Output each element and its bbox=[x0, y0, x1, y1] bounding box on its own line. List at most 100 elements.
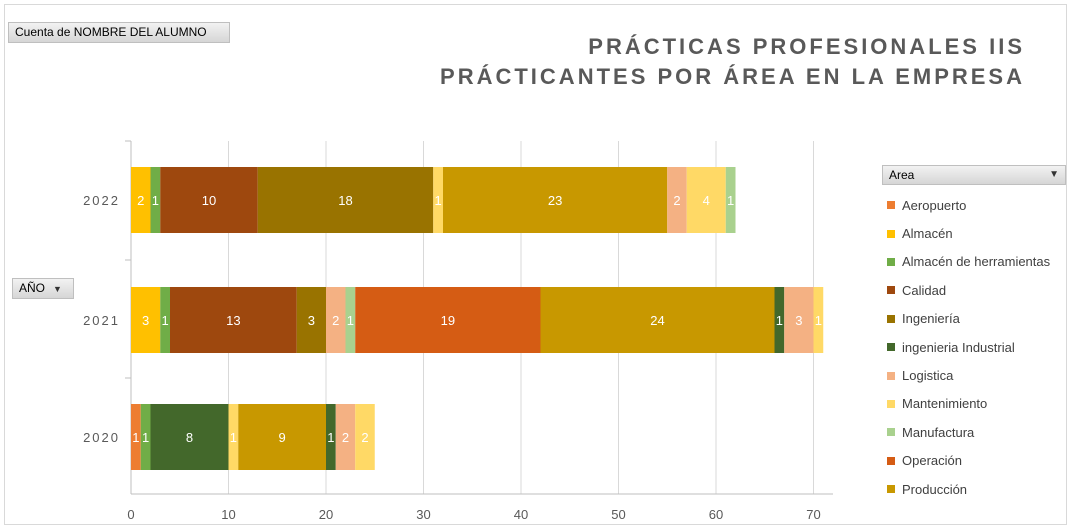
data-label: 1 bbox=[162, 313, 169, 328]
bar-segment bbox=[160, 287, 170, 353]
row-field-label: AÑO bbox=[19, 281, 46, 295]
bar-segment bbox=[140, 404, 151, 470]
bar-segment bbox=[335, 404, 356, 470]
bar-segment bbox=[326, 404, 336, 470]
legend-swatch bbox=[887, 201, 895, 210]
legend-label: Almacén de herramientas bbox=[902, 254, 1051, 270]
x-tick-label: 40 bbox=[514, 507, 528, 522]
bar-segment bbox=[131, 287, 161, 353]
legend-item: ingenieria Industrial bbox=[882, 333, 1066, 361]
data-label: 23 bbox=[548, 193, 562, 208]
legend-swatch bbox=[887, 428, 895, 437]
data-label: 1 bbox=[327, 430, 334, 445]
bar-segment bbox=[160, 167, 258, 233]
legend-item: Manufactura bbox=[882, 418, 1066, 446]
bar-segment bbox=[355, 404, 375, 470]
x-tick-label: 30 bbox=[416, 507, 430, 522]
legend-label: Aeropuerto bbox=[902, 197, 967, 213]
data-label: 19 bbox=[441, 313, 455, 328]
chevron-down-icon: ▼ bbox=[53, 284, 62, 294]
data-label: 1 bbox=[132, 430, 139, 445]
bar-segment bbox=[131, 167, 151, 233]
data-label: 1 bbox=[230, 430, 237, 445]
data-label: 2 bbox=[361, 430, 368, 445]
data-label: 1 bbox=[727, 193, 734, 208]
bar-segment bbox=[150, 167, 161, 233]
legend-label: Calidad bbox=[902, 282, 947, 298]
data-label: 2 bbox=[342, 430, 349, 445]
legend-label: Producción bbox=[902, 481, 968, 497]
bar-segment bbox=[443, 167, 668, 233]
x-tick-label: 10 bbox=[221, 507, 235, 522]
y-tick-label: 2020 bbox=[83, 430, 120, 445]
legend-list: Aeropuerto Almacén Almacén de herramientas… bbox=[882, 191, 1066, 503]
legend-filter-button[interactable]: Area ▼ bbox=[882, 165, 1066, 185]
legend-item: Operación bbox=[882, 447, 1066, 475]
legend-item: Almacén bbox=[882, 219, 1066, 247]
legend-swatch bbox=[887, 456, 895, 465]
data-label: 3 bbox=[795, 313, 802, 328]
data-label: 1 bbox=[776, 313, 783, 328]
bar-segment bbox=[433, 167, 443, 233]
data-label: 1 bbox=[152, 193, 159, 208]
data-label: 4 bbox=[703, 193, 710, 208]
bar-segment bbox=[238, 404, 326, 470]
y-tick-label: 2021 bbox=[83, 313, 120, 328]
data-label: 13 bbox=[226, 313, 240, 328]
bar-segment bbox=[131, 404, 141, 470]
bar-segment bbox=[667, 167, 687, 233]
value-field-button[interactable]: Cuenta de NOMBRE DEL ALUMNO bbox=[8, 22, 230, 43]
bar-segment bbox=[150, 404, 229, 470]
x-tick-label: 50 bbox=[611, 507, 625, 522]
legend-label: Logistica bbox=[902, 368, 954, 384]
legend-swatch bbox=[887, 399, 895, 408]
legend-label: Manufactura bbox=[902, 424, 975, 440]
x-tick-label: 20 bbox=[319, 507, 333, 522]
legend-label: Mantenimiento bbox=[902, 396, 988, 412]
legend-label: Almacén bbox=[902, 226, 953, 242]
chart-area bbox=[4, 4, 1067, 525]
bar-segment bbox=[540, 287, 775, 353]
data-label: 1 bbox=[347, 313, 354, 328]
legend-item: Calidad bbox=[882, 276, 1066, 304]
legend-swatch bbox=[887, 371, 895, 380]
bar-segment bbox=[326, 287, 346, 353]
legend-item: Ingeniería bbox=[882, 305, 1066, 333]
bar-segment bbox=[170, 287, 297, 353]
legend-item: Producción bbox=[882, 475, 1066, 503]
legend-title: Area bbox=[889, 168, 915, 182]
legend-label: ingenieria Industrial bbox=[902, 339, 1015, 355]
legend-label: Ingeniería bbox=[902, 311, 960, 327]
row-field-button[interactable]: AÑO ▼ bbox=[12, 278, 74, 299]
legend-swatch bbox=[887, 343, 895, 352]
data-label: 18 bbox=[338, 193, 352, 208]
data-label: 3 bbox=[308, 313, 315, 328]
legend-label: Operación bbox=[902, 453, 962, 469]
value-field-label: Cuenta de NOMBRE DEL ALUMNO bbox=[15, 25, 207, 39]
legend-swatch bbox=[887, 257, 895, 266]
data-label: 1 bbox=[435, 193, 442, 208]
data-label: 2 bbox=[673, 193, 680, 208]
legend-item: Logistica bbox=[882, 361, 1066, 389]
x-tick-label: 70 bbox=[806, 507, 820, 522]
legend-swatch bbox=[887, 314, 895, 323]
legend: Area ▼ Aeropuerto Almacén Almacén de herra… bbox=[882, 165, 1066, 503]
bar-segment bbox=[725, 167, 736, 233]
bar-segment bbox=[355, 287, 541, 353]
bar-segment bbox=[257, 167, 434, 233]
bar-segment bbox=[345, 287, 356, 353]
legend-swatch bbox=[887, 286, 895, 295]
chart-title-line1: PRÁCTICAS PROFESIONALES IIS bbox=[588, 34, 1025, 59]
bar-segment bbox=[813, 287, 824, 353]
legend-item: Mantenimiento bbox=[882, 390, 1066, 418]
bar-segment bbox=[228, 404, 239, 470]
data-label: 10 bbox=[202, 193, 216, 208]
legend-item: Almacén de herramientas bbox=[882, 248, 1066, 276]
legend-item: Aeropuerto bbox=[882, 191, 1066, 219]
chevron-down-icon: ▼ bbox=[1049, 169, 1059, 180]
data-label: 1 bbox=[142, 430, 149, 445]
data-label: 3 bbox=[142, 313, 149, 328]
y-tick-label: 2022 bbox=[83, 193, 120, 208]
bar-segment bbox=[774, 287, 785, 353]
